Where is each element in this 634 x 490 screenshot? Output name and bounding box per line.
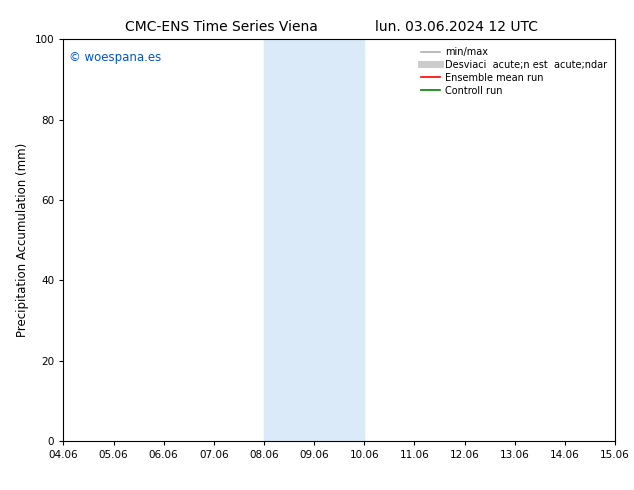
Text: © woespana.es: © woespana.es	[69, 51, 161, 64]
Text: lun. 03.06.2024 12 UTC: lun. 03.06.2024 12 UTC	[375, 20, 538, 34]
Bar	[264, 39, 365, 441]
Bar	[615, 39, 634, 441]
Y-axis label: Precipitation Accumulation (mm): Precipitation Accumulation (mm)	[16, 143, 29, 337]
Legend: min/max, Desviaci  acute;n est  acute;ndar, Ensemble mean run, Controll run: min/max, Desviaci acute;n est acute;ndar…	[418, 44, 610, 98]
Text: CMC-ENS Time Series Viena: CMC-ENS Time Series Viena	[126, 20, 318, 34]
